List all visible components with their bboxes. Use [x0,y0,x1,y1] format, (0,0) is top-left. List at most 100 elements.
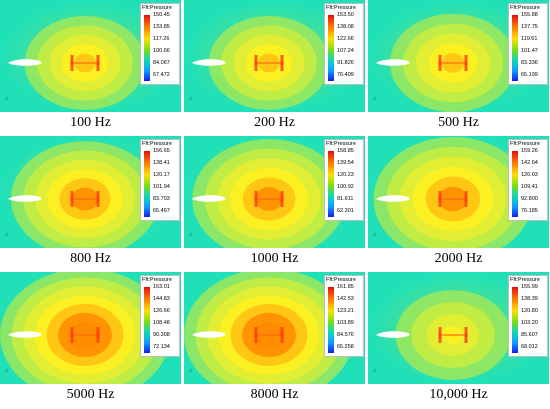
source-hotspot [464,55,468,65]
legend-value: 139.54 [337,160,354,166]
legend-value: 158.85 [337,148,354,154]
legend-value: 81.611 [337,196,354,202]
legend-value: 142.64 [521,160,538,166]
legend-color-bar [328,15,334,81]
panel-1: ⅄ Fft:Pressure 150.45 133.85 117.26 100.66 84.… [0,0,181,136]
panel-caption: 1000 Hz [250,251,299,266]
panel-caption: 8000 Hz [250,387,299,402]
source-connector [441,198,465,200]
source-hotspot [254,55,258,65]
legend-value: 101.94 [153,184,170,190]
source-hotspot [70,55,74,65]
legend-value: 83.336 [521,60,538,66]
legend-value: 142.53 [337,296,354,302]
pressure-field-svg [184,136,365,248]
panel-caption: 500 Hz [438,115,479,130]
legend-title: Fft:Pressure [510,141,540,147]
source-hotspot [280,327,284,337]
source-hotspot [438,55,442,65]
legend-value: 65.258 [337,344,354,350]
panel-caption: 5000 Hz [66,387,115,402]
panel-2: ⅄ Fft:Pressure 153.50 138.08 122.66 107.24 91.… [184,0,365,136]
panel-3: ⅄ Fft:Pressure 155.88 137.75 119.61 101.47 83.… [368,0,549,136]
axis-triad-icon: ⅄ [5,96,9,102]
pressure-field-plot: ⅄ Fft:Pressure 155.99 138.39 120.80 103.20 85.… [368,272,549,384]
legend-value: 159.26 [521,148,538,154]
source-hotspot [464,197,468,207]
legend-value: 138.39 [521,296,538,302]
color-legend: Fft:Pressure 159.26 142.64 126.03 109.41 92.8… [508,139,548,221]
panel-caption: 200 Hz [254,115,295,130]
legend-value: 100.66 [153,48,170,54]
legend-value: 67.472 [153,72,170,78]
legend-value: 92.800 [521,196,538,202]
panel-4: ⅄ Fft:Pressure 156.65 138.41 120.17 101.94 83.… [0,136,181,272]
legend-value: 84.576 [337,332,354,338]
source-hotspot [280,197,284,207]
legend-value: 120.80 [521,308,538,314]
source-hotspot [70,191,74,201]
source-hotspot [70,333,74,343]
axis-triad-icon: ⅄ [5,232,9,238]
legend-value: 103.89 [337,320,354,326]
source-connector [257,198,281,200]
legend-value: 119.61 [521,36,538,42]
legend-value: 91.826 [337,60,354,66]
source-hotspot [280,191,284,201]
legend-value: 117.26 [153,36,170,42]
source-hotspot [96,191,100,201]
panel-caption: 800 Hz [70,251,111,266]
axis-triad-icon: ⅄ [373,232,377,238]
airfoil-shape [376,331,410,338]
legend-value: 84.067 [153,60,170,66]
axis-triad-icon: ⅄ [373,96,377,102]
source-hotspot [464,333,468,343]
legend-value: 101.47 [521,48,538,54]
legend-value: 109.41 [521,184,538,190]
source-hotspot [70,61,74,71]
source-hotspot [96,333,100,343]
legend-value: 85.607 [521,332,538,338]
legend-value: 65.199 [521,72,538,78]
airfoil-shape [376,195,410,202]
legend-value: 156.65 [153,148,170,154]
legend-title: Fft:Pressure [142,141,172,147]
source-connector [441,334,465,336]
airfoil-shape [192,331,226,338]
legend-value: 76.409 [337,72,354,78]
pressure-field-plot: ⅄ Fft:Pressure 150.45 133.85 117.26 100.66 84.… [0,0,181,112]
pressure-field-plot: ⅄ Fft:Pressure 156.65 138.41 120.17 101.94 83.… [0,136,181,248]
legend-value: 83.703 [153,196,170,202]
legend-title: Fft:Pressure [326,277,356,283]
color-legend: Fft:Pressure 153.50 138.08 122.66 107.24 91.8… [324,3,364,85]
airfoil-shape [376,59,410,66]
color-legend: Fft:Pressure 156.65 138.41 120.17 101.94 83.7… [140,139,180,221]
legend-color-bar [512,15,518,81]
airfoil-shape [192,59,226,66]
pressure-field-plot: ⅄ Fft:Pressure 161.85 142.53 123.21 103.89 84.… [184,272,365,384]
legend-value: 153.50 [337,12,354,18]
source-hotspot [254,61,258,71]
source-hotspot [96,61,100,71]
legend-color-bar [328,287,334,353]
panel-6: ⅄ Fft:Pressure 159.26 142.64 126.03 109.41 92.… [368,136,549,272]
source-hotspot [438,191,442,201]
legend-value: 120.17 [153,172,170,178]
legend-value: 62.301 [337,208,354,214]
source-hotspot [70,197,74,207]
legend-value: 122.66 [337,36,354,42]
source-hotspot [96,55,100,65]
legend-value: 155.99 [521,284,538,290]
legend-title: Fft:Pressure [142,5,172,11]
panel-9: ⅄ Fft:Pressure 155.99 138.39 120.80 103.20 85.… [368,272,549,408]
legend-title: Fft:Pressure [510,5,540,11]
legend-color-bar [512,287,518,353]
airfoil-shape [8,331,42,338]
source-hotspot [254,333,258,343]
legend-value: 150.45 [153,12,170,18]
legend-value: 138.41 [153,160,170,166]
legend-value: 90.308 [153,332,170,338]
source-hotspot [254,191,258,201]
color-legend: Fft:Pressure 155.99 138.39 120.80 103.20 85.6… [508,275,548,357]
